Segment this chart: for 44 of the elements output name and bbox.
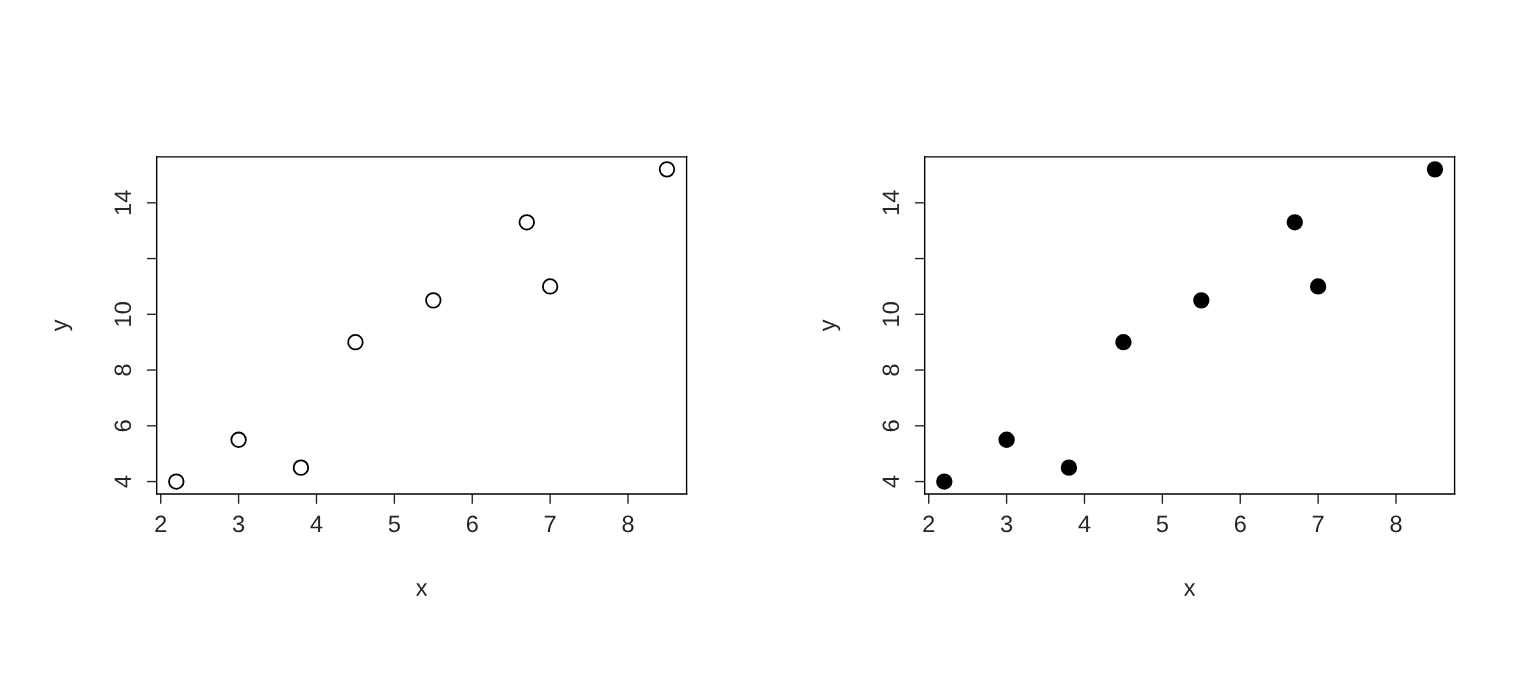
x-axis-title: x: [1183, 583, 1196, 596]
y-tick-label: 4: [114, 475, 131, 488]
x-tick-label: 2: [155, 515, 167, 533]
point: [1426, 161, 1444, 178]
point: [1309, 278, 1327, 295]
x-axis-title: x: [415, 583, 428, 596]
x-tick-label: 4: [1078, 515, 1091, 533]
x-tick-label: 3: [232, 515, 245, 533]
point: [168, 473, 185, 490]
y-axis-title: y: [54, 319, 73, 332]
point: [936, 473, 953, 490]
y-tick-label: 6: [882, 420, 900, 432]
point: [347, 333, 364, 351]
x-tick-label: 8: [622, 515, 634, 533]
y-tick-label: 14: [882, 190, 899, 215]
point: [541, 278, 559, 295]
x-tick-label: 7: [544, 515, 556, 533]
y-tick-label: 4: [882, 475, 899, 488]
x-tick-label: 7: [1312, 515, 1324, 533]
point: [230, 431, 247, 448]
y-tick-label: 10: [882, 302, 900, 326]
y-tick-label: 8: [882, 364, 900, 376]
x-tick-label: 8: [1390, 515, 1402, 533]
x-tick-label: 2: [923, 515, 935, 533]
x-tick-label: 6: [466, 515, 478, 533]
point: [1193, 292, 1210, 309]
y-tick-label: 8: [114, 364, 132, 376]
x-tick-label: 3: [1000, 515, 1013, 533]
y-tick-label: 10: [114, 302, 132, 326]
y-tick-label: 14: [114, 190, 131, 215]
x-tick-label: 5: [388, 515, 400, 533]
point: [658, 161, 676, 178]
point: [1286, 214, 1303, 231]
point: [518, 214, 535, 231]
point: [425, 292, 442, 309]
point: [1060, 459, 1078, 476]
point: [292, 459, 310, 476]
point: [998, 431, 1015, 448]
y-axis-title: y: [822, 319, 841, 332]
x-tick-label: 6: [1234, 515, 1246, 533]
x-tick-label: 4: [310, 515, 323, 533]
point: [1115, 333, 1132, 351]
y-tick-label: 6: [114, 420, 132, 432]
x-tick-label: 5: [1156, 515, 1168, 533]
